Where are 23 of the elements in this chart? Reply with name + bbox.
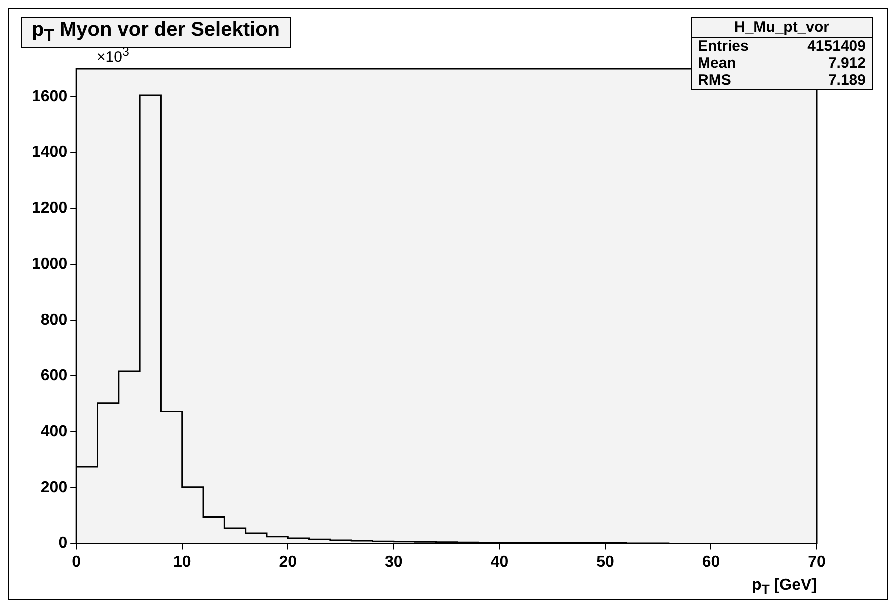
x-tick-label: 70	[808, 554, 826, 571]
y-tick-label: 400	[40, 423, 68, 440]
x-tick-label: 10	[173, 554, 192, 571]
y-tick-label: 200	[40, 479, 68, 496]
y-tick-label: 0	[58, 535, 68, 552]
y-tick-label: 1000	[32, 256, 68, 273]
y-tick-label: 1400	[32, 144, 68, 162]
text: H_Mu_pt_vor	[692, 18, 872, 38]
x-tick-label: 60	[702, 554, 720, 571]
x-axis-title: p$_{T}$ [GeV]	[752, 576, 817, 597]
x-tick-label: 0	[72, 554, 82, 571]
y-tick-label: 800	[40, 312, 68, 329]
x-tick-label: 50	[596, 554, 614, 571]
text: Entries 4151409	[698, 38, 866, 55]
text: Mean 7.912	[698, 55, 866, 72]
text: RMS 7.189	[698, 72, 866, 89]
x-tick-label: 20	[279, 554, 298, 571]
y-tick-label: 1200	[32, 200, 68, 218]
x-tick-label: 30	[385, 554, 403, 571]
y-tick-label: 1600	[32, 88, 68, 106]
chart-title: p$_{T}$ Myon vor der Selektion	[32, 19, 280, 45]
x-tick-label: 40	[490, 554, 509, 571]
y-tick-label: 600	[40, 368, 68, 385]
